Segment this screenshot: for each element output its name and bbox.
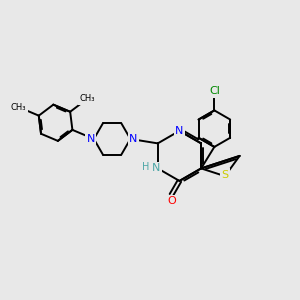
- Text: O: O: [167, 196, 176, 206]
- Text: N: N: [129, 134, 137, 144]
- Text: CH₃: CH₃: [80, 94, 95, 103]
- Text: H: H: [142, 162, 149, 172]
- Text: S: S: [221, 170, 229, 180]
- Text: Cl: Cl: [209, 86, 220, 96]
- Text: N: N: [175, 126, 184, 136]
- Text: N: N: [87, 134, 95, 144]
- Text: CH₃: CH₃: [11, 103, 26, 112]
- Text: N: N: [152, 164, 160, 173]
